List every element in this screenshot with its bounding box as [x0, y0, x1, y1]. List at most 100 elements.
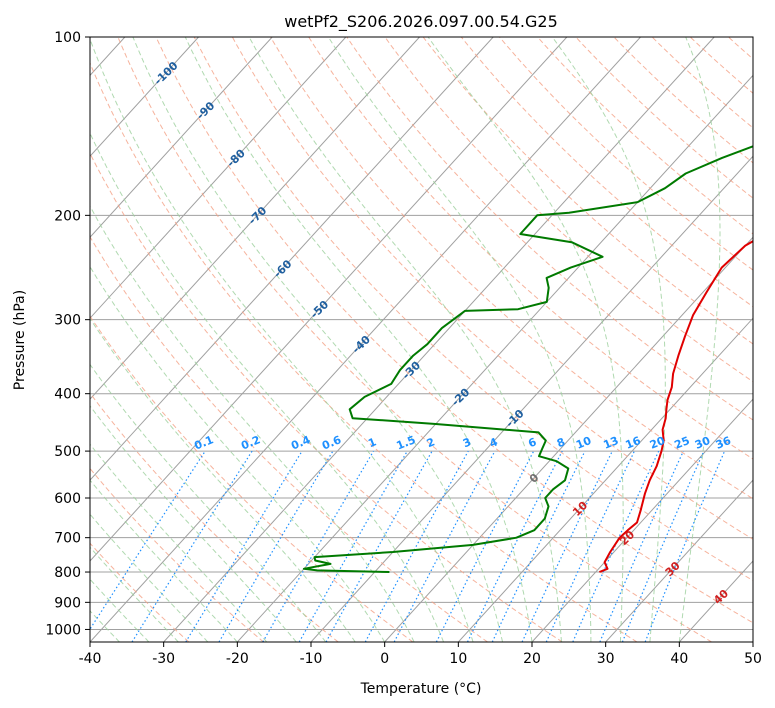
- moist-adiabat-line: [90, 265, 386, 642]
- mixing-ratio-line: [466, 450, 563, 642]
- y-tick-label: 1000: [45, 622, 81, 638]
- dry-adiabat-line: [155, 37, 753, 624]
- isotherm-line: [90, 37, 420, 400]
- moist-adiabat-line: [132, 37, 503, 642]
- isotherm-line: [90, 37, 347, 319]
- y-tick-label: 100: [54, 30, 81, 46]
- isotherm-line: [90, 37, 568, 562]
- mixing-ratio-line: [435, 450, 535, 642]
- mixing-ratio-label: 36: [714, 434, 733, 452]
- dry-adiabat-line: [308, 37, 753, 460]
- x-tick-label: -40: [79, 651, 102, 667]
- chart-title: wetPf2_S206.2026.097.00.54.G25: [284, 12, 558, 32]
- series-layer: [302, 145, 753, 573]
- temperature-line: [599, 240, 753, 573]
- y-axis-title: Pressure (hPa): [12, 290, 28, 390]
- y-tick-label: 700: [54, 531, 81, 547]
- mixing-ratio-label: 2: [425, 435, 437, 450]
- dry-adiabat-line: [90, 61, 638, 642]
- y-tick-label: 800: [54, 565, 81, 581]
- dry-adiabat-line: [422, 37, 753, 345]
- dry-adiabat-line: [90, 315, 414, 642]
- mixing-ratio-line: [572, 450, 660, 642]
- moist-adiabat-line: [90, 578, 150, 642]
- y-tick-label: 600: [54, 491, 81, 507]
- isotherm-line: [605, 479, 753, 642]
- moist-adiabat-line: [90, 132, 445, 642]
- moist-adiabat-line: [90, 479, 238, 642]
- mixing-ratio-label: 1: [366, 435, 378, 450]
- x-tick-label: 40: [670, 651, 688, 667]
- x-tick-label: 10: [449, 651, 467, 667]
- mixing-ratio-line: [298, 450, 408, 642]
- mixing-ratio-line: [325, 450, 433, 642]
- moist-adiabat-line: [90, 317, 356, 642]
- moist-adiabat-line: [90, 37, 474, 642]
- mixing-ratio-line: [644, 450, 726, 642]
- isotherm-line: [531, 398, 753, 642]
- dry-adiabat-line: [613, 37, 753, 164]
- isotherm-line: [90, 37, 199, 158]
- moist-adiabat-line: [184, 37, 533, 642]
- dry-adiabat-line: [346, 37, 753, 421]
- mixing-ratio-line: [599, 450, 684, 642]
- x-axis: -40 -30 -20 -10 0 10 20 30 40 50: [79, 642, 762, 667]
- dry-adiabat-line: [90, 467, 264, 642]
- dry-adiabat-line: [90, 152, 563, 642]
- dry-adiabat-line: [231, 37, 753, 540]
- y-tick-label: 900: [54, 595, 81, 611]
- mixing-ratio-line: [364, 450, 469, 642]
- mixing-ratio-line: [393, 450, 496, 642]
- isotherm-line: [384, 236, 753, 642]
- moist-adiabat-line: [90, 443, 268, 642]
- mixing-ratio-line: [621, 450, 705, 642]
- dry-adiabat-line: [460, 37, 753, 308]
- plot-frame: [89, 36, 754, 643]
- isotherm-line: [163, 37, 715, 642]
- y-tick-label: 200: [54, 208, 81, 224]
- mixing-ratio-label: 10: [574, 434, 593, 452]
- grid-layer: [90, 37, 753, 642]
- mixing-ratio-line: [90, 450, 206, 631]
- x-tick-label: -30: [152, 651, 175, 667]
- mixing-ratio-label: 13: [601, 434, 620, 452]
- x-tick-label: 50: [744, 651, 762, 667]
- x-axis-title: Temperature (°C): [360, 681, 482, 697]
- moist-adiabat-line: [248, 37, 562, 642]
- isotherm-line: [90, 37, 273, 238]
- mixing-ratio-label: 20: [648, 434, 667, 452]
- moist-adiabat-line: [90, 405, 297, 642]
- moist-adiabat-line: [90, 513, 209, 642]
- x-tick-label: 0: [380, 651, 389, 667]
- isotherm-line: [236, 74, 753, 642]
- mixing-ratio-label: 3: [461, 435, 473, 450]
- moist-adiabat-line: [551, 37, 666, 642]
- dewpoint-line: [302, 145, 753, 573]
- moist-adiabat-line: [327, 37, 592, 642]
- moist-adiabat-line: [427, 37, 624, 642]
- x-tick-label: 20: [523, 651, 541, 667]
- mixing-ratio-label: 25: [673, 434, 692, 452]
- x-tick-label: 30: [597, 651, 615, 667]
- mixing-ratio-label: 16: [624, 434, 643, 452]
- dry-adiabat-line: [537, 37, 753, 235]
- y-tick-label: 400: [54, 387, 81, 403]
- moist-adiabat-line: [90, 205, 415, 642]
- y-axis: 100 200 300 400 500 600 700 800 900 1000: [45, 30, 90, 638]
- isotherm-line: [90, 37, 641, 642]
- dry-adiabat-line: [90, 235, 488, 642]
- x-tick-label: -10: [300, 651, 323, 667]
- x-tick-label: -20: [226, 651, 249, 667]
- mixing-ratio-label: 8: [555, 435, 567, 450]
- isotherm-line: [90, 37, 494, 481]
- mixing-ratio-line: [131, 450, 253, 642]
- dry-adiabat-line: [90, 392, 339, 642]
- mixing-ratio-line: [185, 450, 303, 642]
- isotherm-line: [457, 317, 753, 642]
- y-tick-label: 500: [54, 444, 81, 460]
- moist-adiabat-line: [90, 546, 179, 642]
- dry-adiabat-line: [193, 37, 753, 582]
- y-tick-label: 300: [54, 313, 81, 329]
- dry-adiabat-line: [117, 37, 712, 642]
